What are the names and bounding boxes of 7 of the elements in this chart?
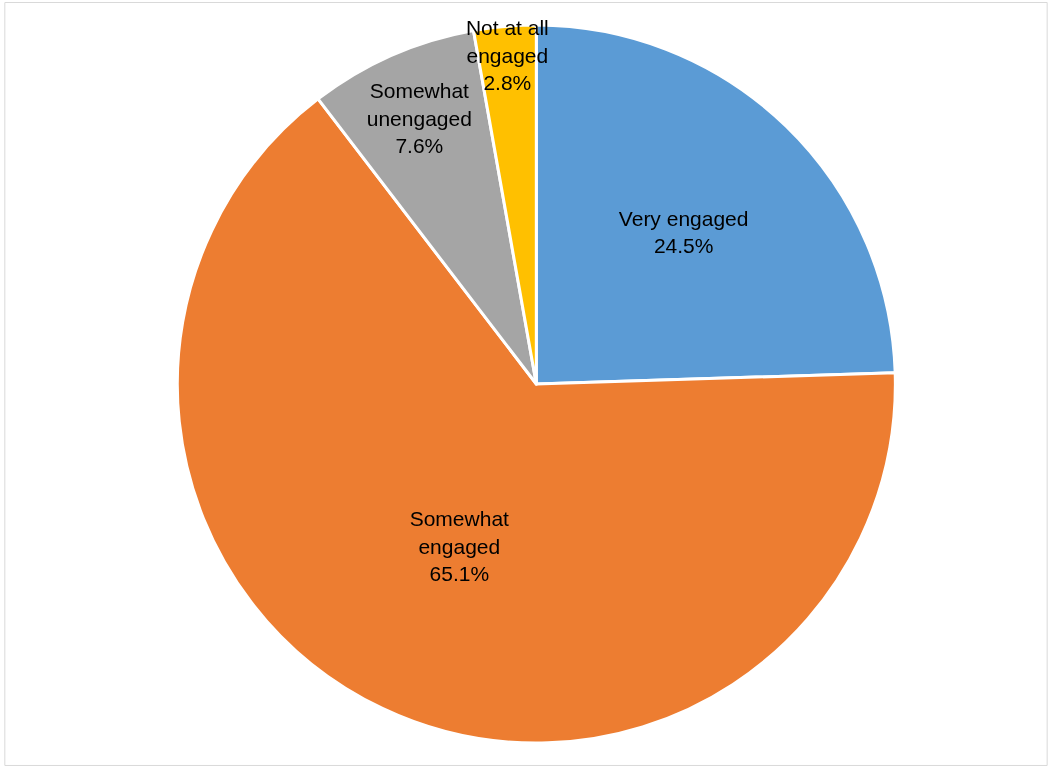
slice-label: Somewhat unengaged <box>366 79 472 130</box>
slice-label: Very engaged <box>618 206 749 230</box>
data-label: 65.1% <box>429 561 490 585</box>
data-label: 2.8% <box>483 71 532 95</box>
data-label: 24.5% <box>653 234 714 258</box>
data-label: 7.6% <box>395 134 444 158</box>
slice-label: Somewhat engaged <box>409 507 510 558</box>
